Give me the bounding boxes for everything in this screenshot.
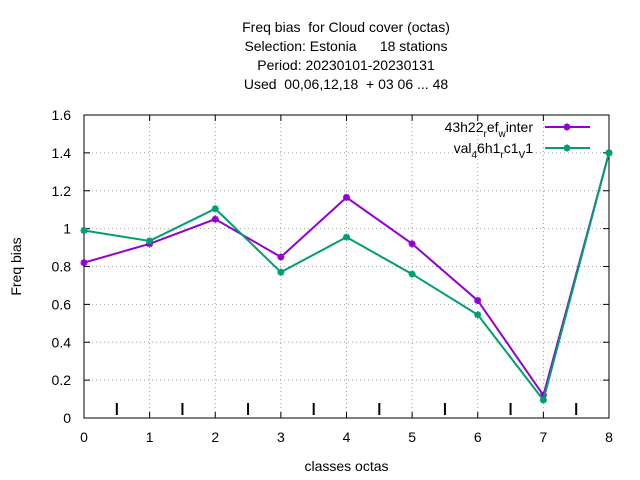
legend-marker	[564, 145, 571, 152]
data-point	[606, 149, 613, 156]
x-tick-labels: 0 1 2 3 4 5 6 7 8	[80, 429, 613, 445]
x-tick-label: 8	[605, 429, 613, 445]
y-tick-label: 0.2	[52, 372, 72, 388]
data-point	[409, 240, 416, 247]
y-tick-labels: 0 0.2 0.4 0.6 0.8 1 1.2 1.4 1.6	[52, 107, 72, 426]
x-tick-label: 0	[80, 429, 88, 445]
y-tick-label: 1.4	[52, 145, 72, 161]
grid	[84, 115, 609, 418]
data-point	[146, 237, 153, 244]
axis-ticks	[84, 115, 609, 418]
data-point	[277, 254, 284, 261]
data-point	[81, 227, 88, 234]
title-line: Period: 20230101-20230131	[257, 57, 435, 73]
x-tick-label: 3	[277, 429, 285, 445]
title-line: Used 00,06,12,18 + 03 06 ... 48	[244, 76, 449, 92]
data-point	[540, 397, 547, 404]
data-point	[343, 234, 350, 241]
x-tick-label: 1	[146, 429, 154, 445]
title-line: Selection: Estonia 18 stations	[244, 38, 447, 54]
legend-label: 43h22refwinter	[445, 119, 534, 140]
data-point	[212, 216, 219, 223]
y-tick-label: 0.8	[52, 259, 72, 275]
x-tick-label: 5	[408, 429, 416, 445]
series-line	[84, 153, 609, 395]
data-point	[343, 194, 350, 201]
x-tick-label: 2	[211, 429, 219, 445]
x-tick-label: 4	[343, 429, 351, 445]
data-point	[409, 271, 416, 278]
y-tick-label: 0.6	[52, 296, 72, 312]
data-point	[474, 311, 481, 318]
data-point	[474, 297, 481, 304]
legend-label: val46h1rc1V1	[454, 140, 534, 161]
series-line	[84, 153, 609, 400]
title-line: Freq bias for Cloud cover (octas)	[242, 19, 450, 35]
y-tick-label: 1	[63, 221, 71, 237]
y-axis-label: Freq bias	[8, 237, 24, 295]
plot-frame	[84, 115, 609, 418]
y-tick-label: 0.4	[52, 334, 72, 350]
data-point	[277, 269, 284, 276]
x-tick-label: 6	[474, 429, 482, 445]
y-tick-label: 0	[63, 410, 71, 426]
x-axis-label: classes octas	[304, 458, 388, 474]
x-tick-label: 7	[539, 429, 547, 445]
data-point	[212, 205, 219, 212]
chart-title: Freq bias for Cloud cover (octas) Selecti…	[242, 19, 450, 92]
legend-marker	[564, 124, 571, 131]
y-tick-label: 1.6	[52, 107, 72, 123]
y-tick-label: 1.2	[52, 183, 72, 199]
data-point	[81, 259, 88, 266]
